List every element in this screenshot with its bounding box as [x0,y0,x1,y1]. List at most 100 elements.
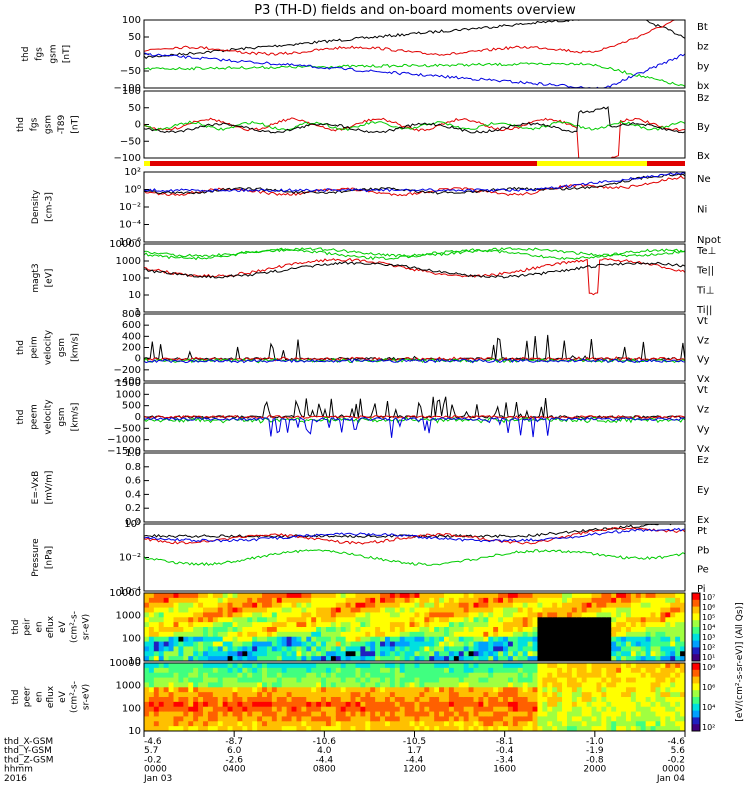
spectrogram-cell [222,651,229,657]
spectrogram-cell [571,716,578,722]
spectrogram-cell [586,612,593,618]
xtick-label: Jan 04 [656,774,685,784]
spectrogram-cell [522,682,529,688]
spectrogram-cell [621,711,627,718]
spectrogram-cell [232,622,239,628]
spectrogram-cell [532,697,539,703]
spectrogram-cell [291,651,298,657]
spectrogram-cell [404,721,411,727]
spectrogram-cell [601,627,607,633]
spectrogram-cell [527,627,534,633]
spectrogram-cell [468,706,475,713]
spectrogram-cell [630,711,637,718]
spectrogram-cell [562,636,568,643]
spectrogram-cell [158,692,165,698]
spectrogram-cell [321,631,327,638]
spectrogram-cell [458,612,465,618]
spectrogram-cell [576,612,583,618]
spectrogram-cell [404,663,411,669]
spectrogram-cell [242,651,248,657]
legend-entry: Ey [697,485,709,496]
spectrogram-cell [311,663,317,669]
spectrogram-cell [522,663,529,669]
spectrogram-cell [360,641,366,648]
spectrogram-cell [650,697,657,703]
spectrogram-cell [616,646,622,652]
spectrogram-cell [237,617,243,623]
spectrogram-cell [340,597,347,604]
spectrogram-cell [365,651,371,657]
spectrogram-cell [188,641,194,648]
spectrogram-cell [316,641,322,648]
spectrogram-cell [640,667,647,674]
spectrogram-cell [581,597,588,604]
spectrogram-cell [635,646,642,652]
spectrogram-cell [370,612,376,618]
spectrogram-cell [148,721,155,727]
spectrogram-cell [291,672,298,679]
spectrogram-cell [173,651,180,657]
spectrogram-cell [360,593,366,599]
spectrogram-cell [286,646,293,652]
spectrogram-cell [488,663,494,669]
spectrogram-cell [394,692,401,698]
spectrogram-cell [148,716,155,722]
spectrogram-cell [306,651,312,657]
spectrogram-cell [517,646,524,652]
spectrogram-cell [198,697,204,703]
ytick-label: 800 [122,309,141,320]
spectrogram-cell [621,656,627,661]
spectrogram-cell [650,706,657,713]
ytick-label: 100 [122,273,141,284]
spectrogram-cell [148,651,155,657]
spectrogram-cell [316,701,322,708]
series-line-by [144,62,685,87]
spectrogram-cell [399,602,406,609]
spectrogram-cell [148,706,155,713]
spectrogram-cell [552,612,558,618]
spectrogram-cell [281,631,288,638]
spectrogram-cell [680,711,685,718]
spectrogram-cell [316,631,322,638]
spectrogram-cell [325,612,332,618]
spectrogram-cell [262,672,268,679]
spectrogram-cell [552,607,558,614]
spectrogram-cell [621,726,627,731]
spectrogram-cell [365,641,371,648]
spectrogram-cell [330,677,337,684]
spectrogram-cell [517,677,524,684]
spectrogram-cell [640,593,647,599]
spectrogram-cell [448,711,455,718]
spectrogram-cell [365,607,371,614]
spectrogram-cell [537,656,543,661]
spectrogram-cell [424,612,430,618]
spectrogram-cell [473,646,480,652]
spectrogram-cell [675,721,681,727]
ytick-label: −50 [120,66,141,77]
spectrogram-cell [350,602,357,609]
spectrogram-cell [271,627,278,633]
spectrogram-cell [665,667,671,674]
spectrogram-cell [616,667,622,674]
xtick-label: 5.7 [144,746,158,756]
spectrogram-cell [183,607,189,614]
spectrogram-cell [424,667,430,674]
spectrogram-cell [301,716,307,722]
spectrogram-cell [198,602,204,609]
spectrogram-cell [571,597,578,604]
spectrogram-cell [252,631,258,638]
spectrogram-cell [680,677,685,684]
spectrogram-cell [512,721,519,727]
spectrogram-cell [434,656,440,661]
spectrogram-cell [375,636,381,643]
spectrogram-cell [552,646,558,652]
spectrogram-cell [168,672,175,679]
spectrogram-cell [483,697,489,703]
spectrogram-cell [507,646,514,652]
spectrogram-cell [232,627,239,633]
spectrogram-cell [503,692,509,698]
spectrogram-cell [522,593,529,599]
spectrogram-cell [625,607,632,614]
spectrogram-cell [262,597,268,604]
spectrogram-cell [311,622,317,628]
